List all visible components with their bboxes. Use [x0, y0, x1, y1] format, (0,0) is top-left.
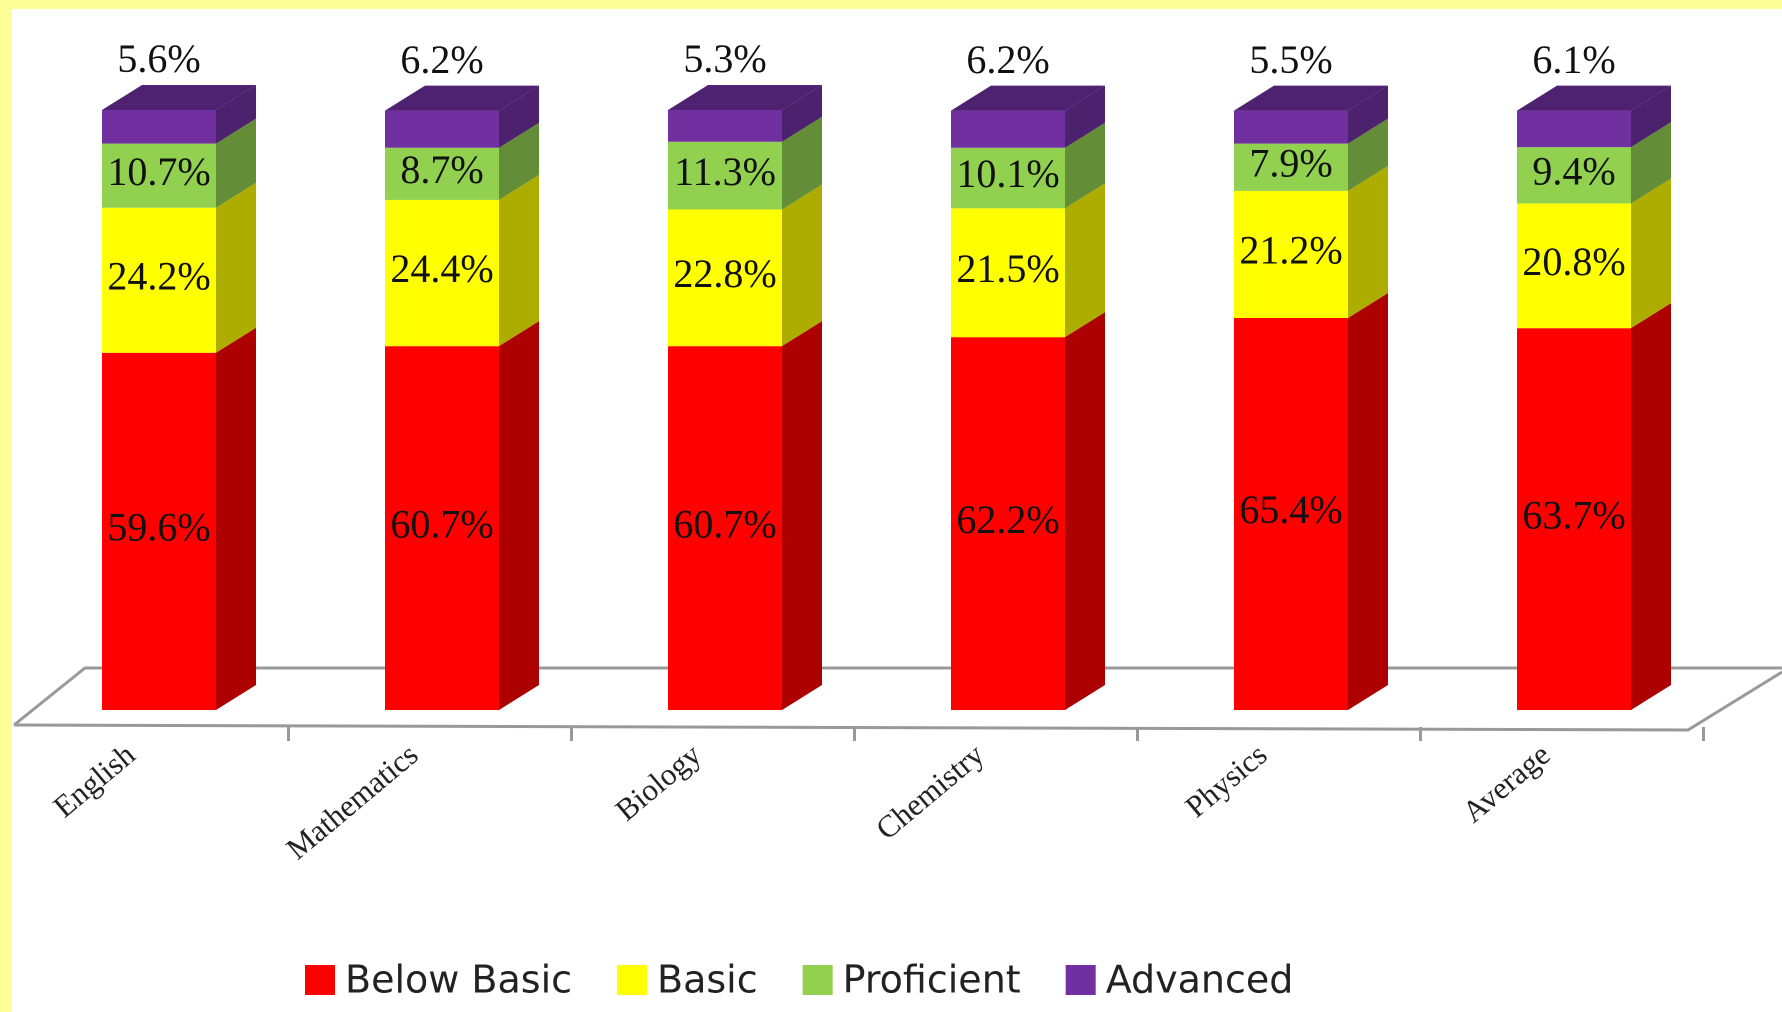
- data-label: 24.2%: [107, 253, 210, 298]
- bar: [385, 346, 499, 710]
- plot-background: [12, 9, 1782, 1012]
- bar-top: [102, 85, 256, 110]
- data-label: 22.8%: [673, 251, 776, 296]
- bar-side: [499, 122, 539, 200]
- bar-side: [1631, 122, 1671, 204]
- data-label: 24.4%: [390, 246, 493, 291]
- bar-side: [782, 116, 822, 210]
- data-label: 60.7%: [390, 501, 493, 546]
- bar-side: [782, 85, 822, 142]
- bar-side: [1348, 85, 1388, 144]
- data-label: 10.7%: [107, 149, 210, 194]
- bar-side: [1631, 303, 1671, 710]
- bar: [668, 209, 782, 347]
- bar: [1234, 190, 1348, 318]
- data-label: 62.2%: [956, 497, 1059, 542]
- bar: [951, 337, 1065, 710]
- data-label: 21.2%: [1239, 228, 1342, 273]
- legend-swatch: [617, 965, 648, 995]
- data-label: 21.5%: [956, 246, 1059, 291]
- floor-back: [13, 666, 1782, 727]
- data-label: 65.4%: [1239, 487, 1342, 532]
- bar-side: [216, 327, 256, 710]
- legend-label: Basic: [657, 958, 758, 1002]
- data-label: 59.6%: [107, 505, 210, 550]
- legend-label: Below Basic: [345, 958, 572, 1002]
- bar: [668, 141, 782, 210]
- bar-side: [1065, 85, 1105, 148]
- bar: [668, 110, 782, 142]
- bar: [951, 110, 1065, 148]
- data-label: 6.1%: [1532, 37, 1615, 82]
- bar: [951, 147, 1065, 209]
- bar: [102, 143, 216, 208]
- bar: [1517, 328, 1631, 710]
- bar-side: [1065, 122, 1105, 209]
- bar-side: [1065, 183, 1105, 338]
- bar: [1234, 143, 1348, 191]
- data-label: 5.5%: [1249, 37, 1332, 82]
- legend-swatch: [305, 965, 335, 995]
- bar: [1234, 110, 1348, 144]
- legend-label: Proficient: [843, 958, 1021, 1002]
- data-label: 5.3%: [683, 36, 766, 81]
- bar-top: [1234, 85, 1388, 111]
- bar: [1517, 147, 1631, 204]
- bar-top: [385, 85, 539, 111]
- data-label: 6.2%: [966, 37, 1049, 82]
- bar-side: [782, 184, 822, 347]
- bar: [1517, 203, 1631, 329]
- legend-label: Advanced: [1106, 958, 1294, 1002]
- bar: [102, 352, 216, 710]
- bar: [668, 346, 782, 710]
- bar: [385, 199, 499, 347]
- bar: [1517, 110, 1631, 148]
- bar-side: [499, 85, 539, 148]
- legend-swatch: [1065, 965, 1096, 995]
- bar-top: [668, 85, 822, 110]
- data-label: 7.9%: [1249, 140, 1332, 185]
- bar: [951, 208, 1065, 338]
- bar-side: [1348, 292, 1388, 710]
- bar-side: [499, 174, 539, 347]
- data-label: 9.4%: [1532, 149, 1615, 194]
- bar-top: [951, 85, 1105, 111]
- bar: [102, 207, 216, 353]
- bar-side: [216, 182, 256, 353]
- bar: [1234, 317, 1348, 710]
- bar-side: [1631, 85, 1671, 148]
- data-label: 6.2%: [400, 37, 483, 82]
- data-label: 60.7%: [673, 501, 776, 546]
- bar-side: [499, 321, 539, 710]
- bar-side: [782, 321, 822, 710]
- legend-swatch: [802, 965, 833, 995]
- bar: [385, 110, 499, 148]
- bar: [102, 110, 216, 144]
- data-label: 63.7%: [1522, 492, 1625, 537]
- floor-front: [13, 670, 1782, 732]
- bar-side: [1631, 178, 1671, 329]
- bar-side: [216, 118, 256, 208]
- bar-top: [1517, 85, 1671, 111]
- data-label: 8.7%: [400, 147, 483, 192]
- bar-side: [216, 85, 256, 144]
- data-label: 5.6%: [117, 36, 200, 81]
- floor: [13, 666, 1782, 732]
- data-label: 11.3%: [674, 149, 776, 194]
- data-label: 10.1%: [956, 151, 1059, 196]
- legend: Below Basic Basic Proficient Advanced: [305, 958, 1293, 1002]
- data-label: 20.8%: [1522, 239, 1625, 284]
- bar: [385, 147, 499, 200]
- bar-side: [1348, 165, 1388, 318]
- bar-side: [1065, 312, 1105, 710]
- bar-side: [1348, 118, 1388, 191]
